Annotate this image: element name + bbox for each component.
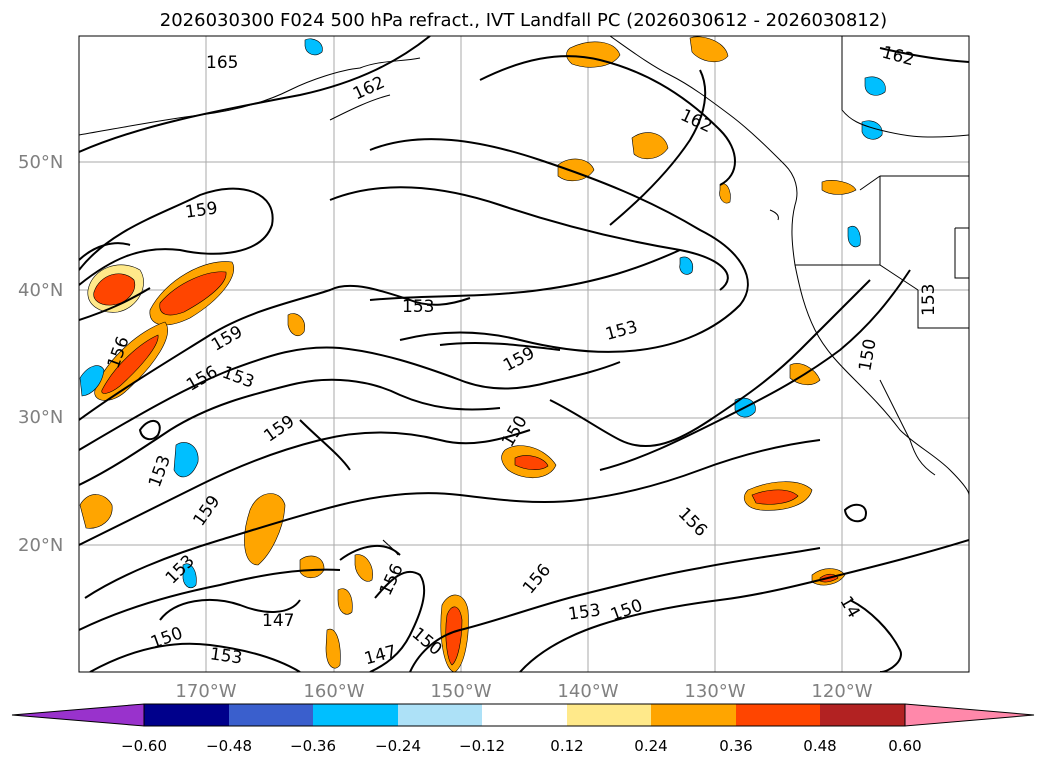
colorbar-bin [482, 704, 567, 726]
contour-label-162-c: 162 [880, 43, 917, 71]
colorbar-extend-high [904, 703, 1035, 727]
colorbar [11, 703, 1035, 727]
colorbar-frame [143, 703, 906, 727]
lat-label-20n: 20°N [18, 535, 64, 556]
colorbar-tick: 0.48 [803, 737, 837, 755]
contour-label-159-e: 159 [500, 343, 538, 376]
contour-label-159-b: 159 [208, 322, 246, 356]
colorbar-tick: −0.24 [375, 737, 421, 755]
colorbar-tick: −0.60 [121, 737, 167, 755]
colorbar-bin [398, 704, 482, 726]
contour-label-153-f: 153 [567, 600, 602, 624]
contour-label-162-b: 162 [677, 105, 715, 137]
graticule [79, 36, 969, 672]
contour-label-150-d: 150 [608, 596, 645, 626]
contour-label-153-d: 153 [145, 453, 175, 490]
colorbar-bin [651, 704, 736, 726]
colorbar-tick: 0.12 [550, 737, 584, 755]
contour-label-153-b: 153 [219, 363, 256, 393]
map-frame [78, 35, 970, 673]
colorbar-bin [567, 704, 651, 726]
colorbar-tick: 0.24 [634, 737, 668, 755]
lon-label-140w: 140°W [557, 681, 619, 702]
contour-label-165: 165 [206, 53, 238, 73]
contour-label-156-c: 156 [674, 504, 711, 541]
contour-label-156-e: 156 [376, 561, 408, 599]
colorbar-tick: −0.12 [459, 737, 505, 755]
contour-label-159-a: 159 [184, 198, 219, 222]
contour-label-150-e: 150 [855, 337, 880, 372]
lon-label-170w: 170°W [175, 681, 237, 702]
colorbar-tick: −0.36 [290, 737, 336, 755]
lon-label-150w: 150°W [430, 681, 492, 702]
colorbar-bin [736, 704, 820, 726]
colorbar-bin [313, 704, 398, 726]
refractivity-contours [79, 36, 969, 672]
coastlines [79, 36, 969, 556]
colorbar-bin [820, 704, 905, 726]
lon-label-160w: 160°W [303, 681, 365, 702]
contour-label-153-c: 153 [603, 317, 640, 345]
lat-label-30n: 30°N [18, 407, 64, 428]
contour-label-159-c: 159 [260, 411, 298, 446]
contour-label-153-g: 153 [209, 644, 244, 668]
contour-label-153-a: 153 [402, 297, 434, 317]
colorbar-bin [229, 704, 313, 726]
contour-label-147-b: 147 [362, 642, 399, 670]
lat-label-40n: 40°N [18, 280, 64, 301]
contour-label-159-d: 159 [189, 492, 224, 530]
colorbar-tick: 0.36 [719, 737, 753, 755]
map-plot-area: 165 162 162 162 159 159 159 159 159 156 … [79, 36, 969, 672]
ivt-anomaly-shading [79, 36, 886, 672]
lat-label-50n: 50°N [18, 152, 64, 173]
lon-label-130w: 130°W [684, 681, 746, 702]
contour-label-156-b: 156 [183, 362, 221, 396]
colorbar-bin [144, 704, 229, 726]
contour-label-153-h: 153 [919, 284, 939, 316]
colorbar-tick: −0.48 [206, 737, 252, 755]
map-title: 2026030300 F024 500 hPa refract., IVT La… [159, 10, 888, 31]
contour-label-156-d: 156 [519, 560, 555, 598]
colorbar-extend-low [11, 703, 145, 727]
lon-label-120w: 120°W [811, 681, 873, 702]
colorbar-tick: 0.60 [888, 737, 922, 755]
contour-label-150-b: 150 [148, 623, 185, 653]
contour-label-147-a: 147 [262, 611, 294, 631]
contour-label-14: 14 [835, 593, 863, 622]
